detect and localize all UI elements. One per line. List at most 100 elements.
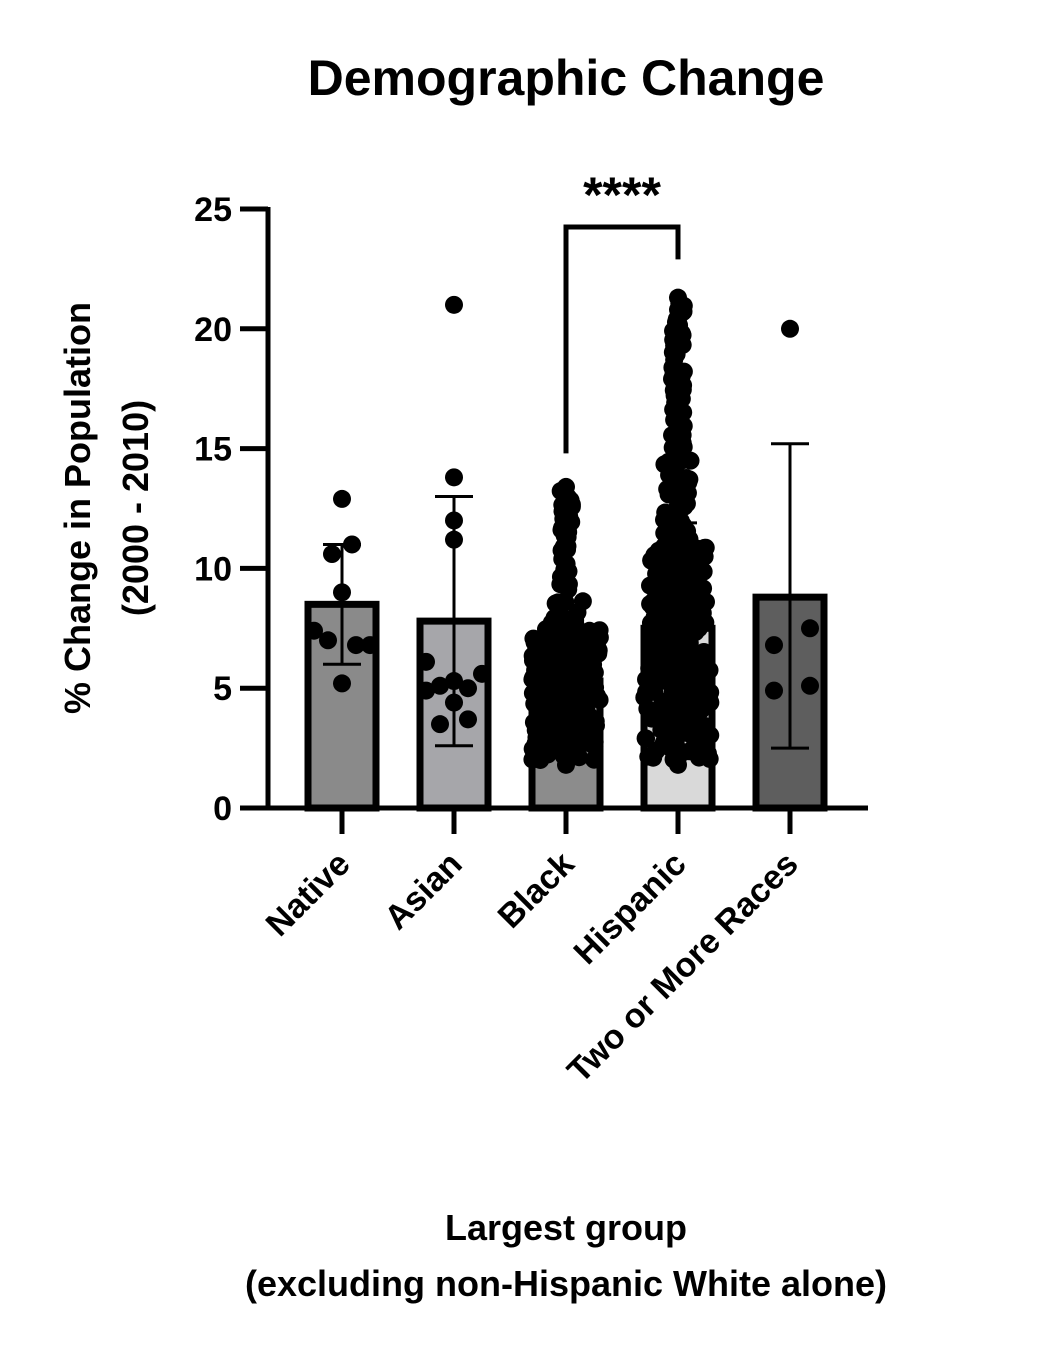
data-point bbox=[557, 535, 575, 554]
data-point bbox=[524, 713, 543, 732]
significance-layer: **** bbox=[563, 167, 681, 454]
data-point bbox=[568, 714, 587, 733]
data-point bbox=[333, 583, 351, 602]
x-tick-label: Asian bbox=[377, 845, 469, 937]
data-point bbox=[585, 750, 604, 769]
data-point bbox=[551, 698, 570, 717]
data-point bbox=[696, 538, 715, 557]
data-point bbox=[579, 733, 598, 752]
data-point bbox=[701, 683, 720, 702]
data-point bbox=[681, 451, 700, 470]
y-tick-label: 20 bbox=[194, 311, 232, 349]
data-point bbox=[557, 521, 575, 540]
data-point bbox=[445, 511, 463, 530]
y-axis-title-line1: % Change in Population bbox=[57, 302, 98, 714]
x-tick-label: Black bbox=[491, 845, 582, 936]
data-point bbox=[667, 736, 686, 755]
data-point bbox=[669, 310, 687, 329]
data-point bbox=[526, 642, 545, 661]
data-point bbox=[431, 676, 449, 695]
data-point bbox=[646, 609, 665, 628]
data-point bbox=[585, 624, 604, 643]
data-point bbox=[801, 619, 819, 638]
data-point bbox=[679, 688, 698, 707]
data-point bbox=[765, 636, 783, 655]
data-point bbox=[671, 426, 690, 445]
data-point bbox=[647, 564, 666, 583]
y-axis-title: % Change in Population (2000 - 2010) bbox=[57, 302, 156, 714]
data-point bbox=[459, 679, 477, 698]
significance-bracket bbox=[563, 224, 681, 454]
data-point bbox=[561, 650, 580, 669]
data-point bbox=[670, 471, 689, 490]
data-point bbox=[417, 681, 435, 700]
data-point bbox=[323, 545, 341, 564]
data-point bbox=[676, 637, 695, 656]
y-tick-label: 15 bbox=[194, 431, 232, 469]
data-point bbox=[693, 653, 712, 672]
data-point bbox=[639, 747, 658, 766]
data-point bbox=[693, 612, 712, 631]
data-point bbox=[669, 362, 687, 381]
data-point bbox=[694, 562, 713, 581]
data-point bbox=[559, 575, 578, 594]
data-point bbox=[445, 295, 463, 314]
data-point bbox=[333, 674, 351, 693]
data-point bbox=[687, 669, 706, 688]
data-point bbox=[319, 631, 337, 650]
data-point bbox=[557, 487, 575, 506]
data-point bbox=[445, 530, 463, 549]
data-point bbox=[665, 386, 684, 405]
data-point bbox=[529, 658, 548, 677]
data-point bbox=[659, 593, 678, 612]
data-point bbox=[693, 743, 712, 762]
data-point bbox=[347, 636, 365, 655]
data-point bbox=[586, 678, 605, 697]
data-point bbox=[679, 570, 698, 589]
data-point bbox=[675, 548, 694, 567]
data-point bbox=[473, 664, 491, 683]
data-point bbox=[585, 637, 604, 656]
data-point bbox=[669, 338, 687, 357]
y-tick-label: 5 bbox=[213, 670, 232, 708]
data-point bbox=[573, 592, 592, 611]
data-point bbox=[459, 710, 477, 729]
data-point bbox=[555, 560, 574, 579]
data-point bbox=[637, 729, 656, 748]
data-point bbox=[552, 679, 571, 698]
data-point bbox=[673, 610, 692, 629]
y-tick-label: 25 bbox=[194, 191, 232, 229]
data-point bbox=[531, 750, 550, 769]
x-axis-title-line1: Largest group bbox=[445, 1207, 687, 1248]
data-point bbox=[666, 712, 685, 731]
data-point bbox=[645, 627, 664, 646]
data-point bbox=[655, 510, 674, 529]
data-point bbox=[781, 319, 799, 338]
data-point bbox=[651, 714, 670, 733]
data-point bbox=[655, 455, 674, 474]
data-point bbox=[361, 636, 379, 655]
data-point bbox=[670, 509, 689, 528]
data-point bbox=[445, 468, 463, 487]
data-point bbox=[635, 688, 654, 707]
y-tick-label: 0 bbox=[213, 790, 232, 828]
data-point bbox=[765, 681, 783, 700]
x-axis-title-line2: (excluding non-Hispanic White alone) bbox=[245, 1263, 887, 1304]
data-point bbox=[537, 676, 556, 695]
data-point bbox=[684, 718, 703, 737]
data-point bbox=[543, 740, 562, 759]
data-point bbox=[801, 676, 819, 695]
y-axis-title-line2: (2000 - 2010) bbox=[115, 400, 156, 616]
data-point bbox=[669, 755, 687, 774]
x-tick-label: Native bbox=[259, 845, 358, 944]
data-point bbox=[669, 408, 687, 427]
data-point bbox=[431, 715, 449, 734]
data-point bbox=[645, 590, 664, 609]
data-point bbox=[566, 675, 585, 694]
significance-label: **** bbox=[583, 167, 661, 223]
y-tick-label: 10 bbox=[194, 550, 232, 588]
data-point bbox=[645, 546, 664, 565]
data-point bbox=[523, 684, 542, 703]
data-point bbox=[417, 652, 435, 671]
